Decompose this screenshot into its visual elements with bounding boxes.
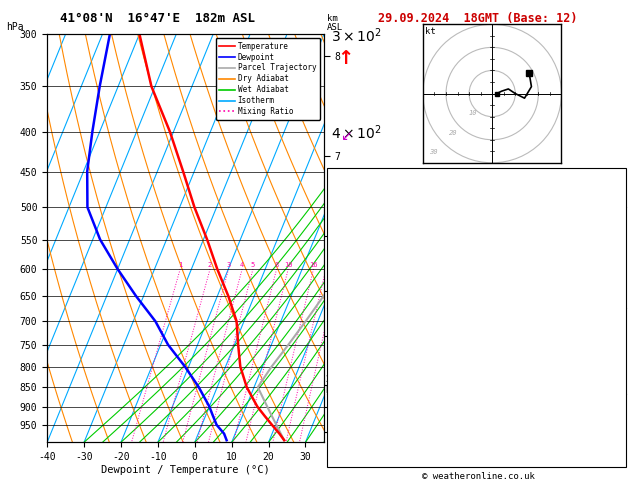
Text: 30: 30 bbox=[429, 149, 438, 156]
Text: Temp (°C): Temp (°C) bbox=[330, 228, 386, 239]
Text: Most Unstable: Most Unstable bbox=[436, 315, 517, 325]
Text: 4: 4 bbox=[240, 262, 244, 268]
Text: ↙: ↙ bbox=[340, 270, 352, 284]
Text: ↑: ↑ bbox=[338, 49, 354, 68]
Text: 0: 0 bbox=[615, 299, 621, 309]
Text: 5: 5 bbox=[251, 262, 255, 268]
Text: 8: 8 bbox=[274, 262, 279, 268]
Text: ↙: ↙ bbox=[340, 129, 352, 143]
Text: StmDir: StmDir bbox=[330, 444, 368, 454]
Text: CIN (J): CIN (J) bbox=[330, 299, 374, 309]
Text: 49: 49 bbox=[608, 285, 621, 295]
Text: 20: 20 bbox=[608, 430, 621, 440]
Text: 24: 24 bbox=[608, 228, 621, 239]
Text: EH: EH bbox=[330, 416, 343, 426]
Text: Surface: Surface bbox=[455, 214, 498, 225]
Text: 2: 2 bbox=[208, 262, 212, 268]
Text: 29.09.2024  18GMT (Base: 12): 29.09.2024 18GMT (Base: 12) bbox=[378, 12, 578, 25]
Text: 2: 2 bbox=[615, 271, 621, 281]
Text: -105: -105 bbox=[596, 416, 621, 426]
Text: 10: 10 bbox=[469, 110, 477, 116]
Text: 41°08'N  16°47'E  182m ASL: 41°08'N 16°47'E 182m ASL bbox=[60, 12, 255, 25]
Text: 318: 318 bbox=[602, 344, 621, 353]
Text: Pressure (mb): Pressure (mb) bbox=[330, 330, 411, 339]
Text: ↓: ↓ bbox=[342, 418, 350, 428]
Text: CAPE (J): CAPE (J) bbox=[330, 285, 380, 295]
Legend: Temperature, Dewpoint, Parcel Trajectory, Dry Adiabat, Wet Adiabat, Isotherm, Mi: Temperature, Dewpoint, Parcel Trajectory… bbox=[216, 38, 320, 120]
Text: 318: 318 bbox=[602, 257, 621, 267]
Text: 21: 21 bbox=[608, 170, 621, 180]
Text: 26: 26 bbox=[608, 458, 621, 469]
Text: CIN (J): CIN (J) bbox=[330, 386, 374, 396]
Text: Totals Totals: Totals Totals bbox=[330, 184, 411, 194]
Text: km
ASL: km ASL bbox=[327, 14, 343, 32]
Text: Dewp (°C): Dewp (°C) bbox=[330, 243, 386, 253]
Text: PW (cm): PW (cm) bbox=[330, 198, 374, 208]
Text: 8.4: 8.4 bbox=[602, 243, 621, 253]
Text: ↓: ↓ bbox=[342, 394, 350, 403]
Text: Lifted Index: Lifted Index bbox=[330, 271, 405, 281]
Text: hPa: hPa bbox=[6, 21, 24, 32]
Text: θₑ (K): θₑ (K) bbox=[330, 344, 368, 353]
Text: ↑: ↑ bbox=[340, 363, 352, 376]
Text: © weatheronline.co.uk: © weatheronline.co.uk bbox=[421, 472, 535, 481]
Text: 10: 10 bbox=[284, 262, 292, 268]
Text: 0: 0 bbox=[615, 386, 621, 396]
Text: 2
LCL: 2 LCL bbox=[325, 376, 339, 395]
Text: 1: 1 bbox=[178, 262, 182, 268]
Text: 41: 41 bbox=[608, 184, 621, 194]
Text: 2: 2 bbox=[615, 358, 621, 367]
Text: Hodograph: Hodograph bbox=[448, 402, 504, 412]
Text: 49: 49 bbox=[608, 372, 621, 382]
Text: Lifted Index: Lifted Index bbox=[330, 358, 405, 367]
Text: 994: 994 bbox=[602, 330, 621, 339]
Text: CAPE (J): CAPE (J) bbox=[330, 372, 380, 382]
Text: StmSpd (kt): StmSpd (kt) bbox=[330, 458, 399, 469]
Text: 1.5: 1.5 bbox=[602, 198, 621, 208]
Text: kt: kt bbox=[425, 27, 436, 35]
Text: K: K bbox=[330, 170, 337, 180]
X-axis label: Dewpoint / Temperature (°C): Dewpoint / Temperature (°C) bbox=[101, 465, 270, 475]
Text: 20: 20 bbox=[448, 130, 457, 136]
Text: 252°: 252° bbox=[596, 444, 621, 454]
Text: ↙: ↙ bbox=[340, 197, 352, 211]
Text: θₑ(K): θₑ(K) bbox=[330, 257, 362, 267]
Text: 3: 3 bbox=[226, 262, 231, 268]
Text: SREH: SREH bbox=[330, 430, 355, 440]
Text: 16: 16 bbox=[309, 262, 318, 268]
